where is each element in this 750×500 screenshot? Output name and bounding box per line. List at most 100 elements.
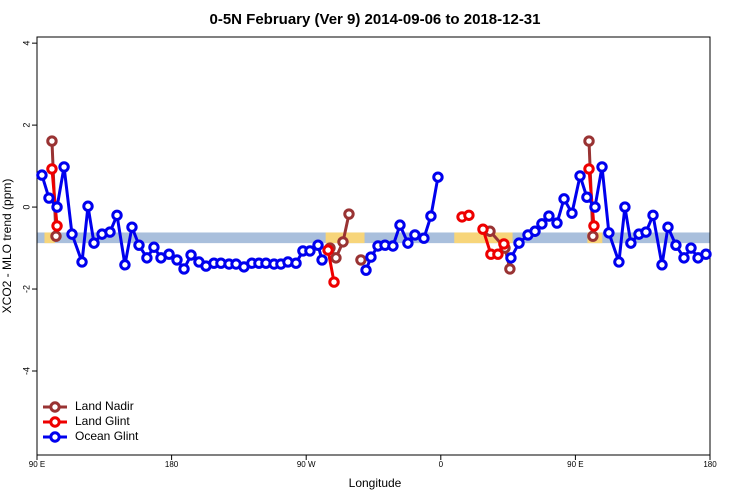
data-point	[583, 163, 595, 175]
data-point	[625, 237, 637, 249]
data-point	[171, 254, 183, 266]
x-tick-label: 180	[703, 460, 717, 469]
data-point	[498, 238, 510, 250]
data-point	[312, 239, 324, 251]
band-highlight	[44, 232, 55, 244]
data-point	[588, 220, 600, 232]
data-point	[603, 227, 615, 239]
data-point	[513, 237, 525, 249]
legend-marker	[49, 431, 61, 443]
data-point	[647, 209, 659, 221]
x-tick-label: 90 E	[29, 460, 45, 469]
data-point	[536, 218, 548, 230]
data-point	[328, 276, 340, 288]
data-point	[185, 249, 197, 261]
data-point	[322, 244, 334, 256]
y-tick-label: 4	[21, 41, 31, 46]
y-tick-label: 0	[21, 205, 31, 210]
data-point	[463, 209, 475, 221]
data-point	[66, 228, 78, 240]
data-point	[574, 170, 586, 182]
data-point	[529, 225, 541, 237]
x-tick-label: 0	[439, 460, 444, 469]
legend-label: Land Nadir	[75, 399, 134, 413]
data-point	[148, 241, 160, 253]
data-point	[360, 264, 372, 276]
data-point	[662, 221, 674, 233]
data-point	[104, 226, 116, 238]
data-point	[670, 239, 682, 251]
data-point	[46, 163, 58, 175]
data-point	[330, 252, 342, 264]
data-point	[700, 248, 712, 260]
data-point	[133, 239, 145, 251]
data-point	[290, 257, 302, 269]
data-point	[619, 201, 631, 213]
data-point	[50, 230, 62, 242]
data-point	[82, 200, 94, 212]
data-point	[51, 201, 63, 213]
data-point	[418, 232, 430, 244]
band-highlight	[454, 232, 513, 244]
data-point	[58, 161, 70, 173]
chart-title: 0-5N February (Ver 9) 2014-09-06 to 2018…	[209, 11, 540, 28]
data-point	[46, 135, 58, 147]
data-point	[111, 209, 123, 221]
data-point	[343, 208, 355, 220]
data-point	[477, 223, 489, 235]
data-point	[685, 242, 697, 254]
data-point	[432, 171, 444, 183]
legend-label: Land Glint	[75, 414, 130, 428]
data-point	[51, 220, 63, 232]
data-point	[365, 251, 377, 263]
data-point	[304, 245, 316, 257]
data-point	[119, 259, 131, 271]
data-point	[387, 240, 399, 252]
data-point	[36, 169, 48, 181]
data-point	[505, 252, 517, 264]
data-point	[558, 193, 570, 205]
data-point	[126, 221, 138, 233]
data-point	[640, 226, 652, 238]
data-point	[88, 237, 100, 249]
reference-band	[37, 232, 710, 244]
x-tick-label: 90 E	[567, 460, 583, 469]
data-point	[316, 254, 328, 266]
data-point	[596, 161, 608, 173]
data-point	[402, 237, 414, 249]
legend-marker	[49, 401, 61, 413]
plot-frame	[36, 36, 711, 456]
data-point	[656, 259, 668, 271]
data-point	[581, 191, 593, 203]
data-point	[551, 217, 563, 229]
data-point	[678, 252, 690, 264]
data-point	[425, 210, 437, 222]
data-point	[394, 219, 406, 231]
data-point	[43, 192, 55, 204]
y-axis-label: XCO2 - MLO trend (ppm)	[0, 179, 14, 314]
legend-marker	[49, 416, 61, 428]
data-point	[543, 210, 555, 222]
data-point	[504, 263, 516, 275]
x-tick-label: 180	[165, 460, 179, 469]
data-point	[613, 256, 625, 268]
legend-label: Ocean Glint	[75, 429, 139, 443]
data-point	[492, 248, 504, 260]
data-point	[141, 252, 153, 264]
data-point	[76, 256, 88, 268]
y-tick-label: -4	[21, 367, 31, 375]
data-point	[337, 236, 349, 248]
data-point	[566, 207, 578, 219]
data-point	[587, 230, 599, 242]
data-point	[589, 201, 601, 213]
x-axis-label: Longitude	[349, 476, 402, 490]
data-point	[409, 229, 421, 241]
y-tick-label: -2	[21, 285, 31, 293]
data-point	[583, 135, 595, 147]
y-tick-label: 2	[21, 123, 31, 128]
x-tick-label: 90 W	[297, 460, 316, 469]
data-point	[355, 254, 367, 266]
data-point	[178, 263, 190, 275]
data-point	[163, 248, 175, 260]
